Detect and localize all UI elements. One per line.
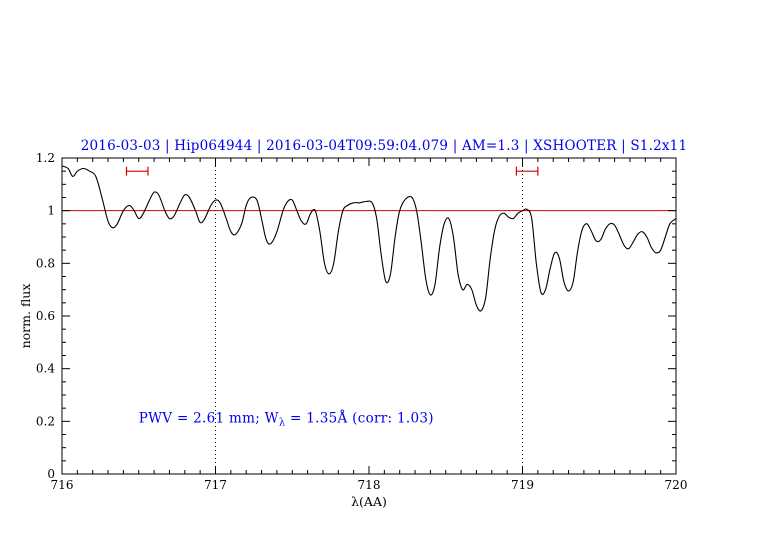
- pwv-annotation-part2: = 1.35Å (corr: 1.03): [285, 411, 433, 427]
- y-tick-label: 0.4: [36, 362, 55, 376]
- pwv-annotation-part1: PWV = 2.61 mm; W: [139, 411, 279, 427]
- plot-content-layer: [61, 158, 677, 474]
- pwv-annotation-lambda-subscript: λ: [279, 418, 286, 429]
- y-tick-label: 0.2: [36, 414, 55, 428]
- x-tick-label: 717: [204, 478, 227, 492]
- y-tick-label: 0.6: [36, 309, 55, 323]
- y-tick-label: 1.2: [36, 151, 55, 165]
- y-tick-label: 0.8: [36, 256, 55, 270]
- y-axis-label: norm. flux: [18, 284, 33, 349]
- x-tick-label: 719: [511, 478, 534, 492]
- axis-ticks-layer: 716 717 718 719 720 0 0.2 0.4 0.6 0.8 1 1.2: [36, 151, 688, 492]
- plot-title: 2016-03-03 | Hip064944 | 2016-03-04T09:5…: [81, 138, 688, 154]
- y-tick-label: 1: [47, 204, 55, 218]
- x-tick-label: 720: [665, 478, 688, 492]
- x-axis-label: λ(AA): [351, 494, 387, 509]
- x-tick-label: 718: [358, 478, 381, 492]
- y-tick-label: 0: [47, 467, 55, 481]
- spectrum-line: [61, 165, 677, 312]
- pwv-annotation: PWV = 2.61 mm; Wλ = 1.35Å (corr: 1.03): [139, 411, 434, 429]
- x-tick-label: 716: [51, 478, 74, 492]
